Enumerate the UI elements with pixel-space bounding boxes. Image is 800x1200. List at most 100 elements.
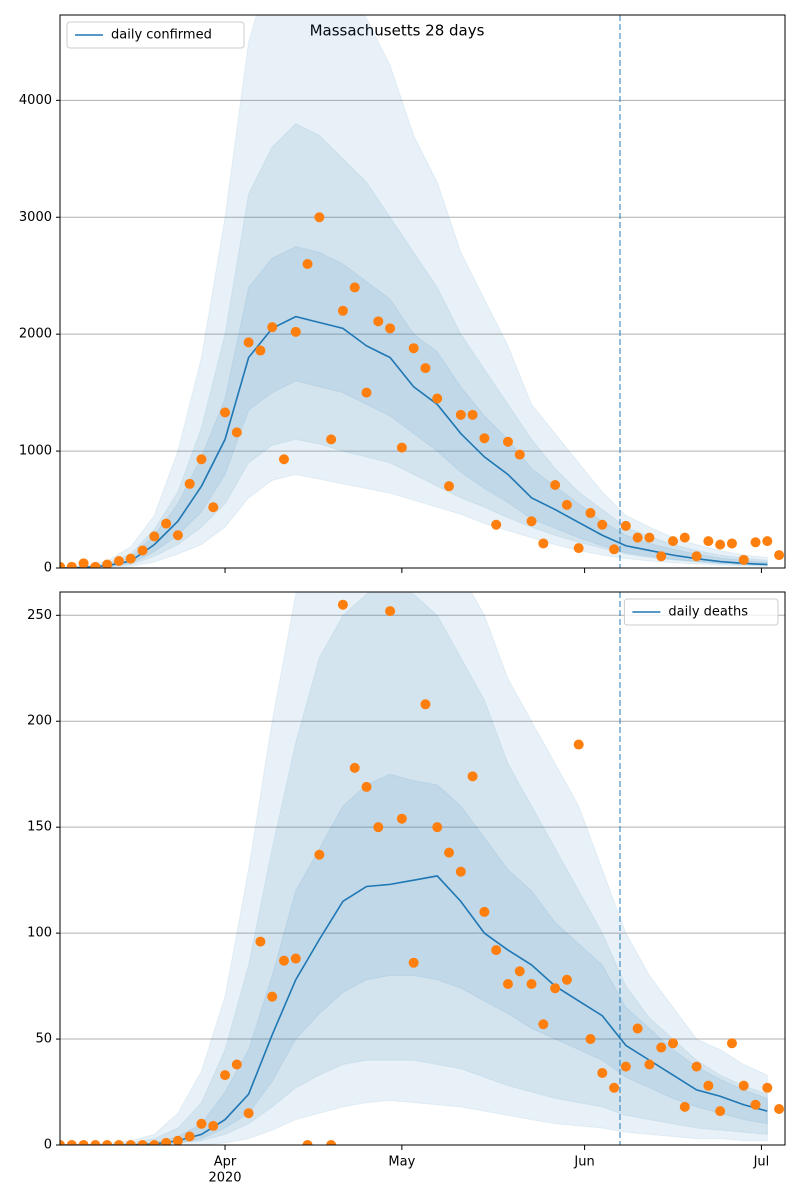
median-line [60, 315, 768, 568]
observed-point [208, 502, 219, 513]
observed-point [66, 1140, 77, 1145]
observed-point [231, 427, 242, 438]
observed-point [632, 1023, 643, 1034]
observed-point [550, 479, 561, 490]
credible-band [60, 592, 768, 1145]
plot-area [60, 592, 785, 1145]
observed-point [467, 771, 478, 782]
observed-point [609, 544, 620, 555]
observed-point [656, 1042, 667, 1053]
observed-point [408, 957, 419, 968]
chart-title: Massachusetts 28 days [310, 22, 485, 40]
observed-point [479, 906, 490, 917]
observed-point [715, 1106, 726, 1117]
observed-point [255, 345, 266, 356]
observed-point [514, 966, 525, 977]
x-tick-label: Jul [753, 1155, 770, 1170]
observed-point [208, 1120, 219, 1131]
observed-point [396, 442, 407, 453]
observed-point [455, 866, 466, 877]
y-tick-label: 200 [27, 714, 52, 729]
observed-point [137, 1140, 148, 1145]
observed-point [337, 305, 348, 316]
observed-point [620, 1061, 631, 1072]
y-tick-label: 0 [44, 1138, 52, 1153]
observed-point [361, 781, 372, 792]
observed-point [526, 978, 537, 989]
observed-point [691, 1061, 702, 1072]
observed-point [125, 1140, 136, 1145]
observed-point [220, 1070, 231, 1081]
y-tick-label: 100 [27, 926, 52, 941]
observed-point [255, 936, 266, 947]
observed-point [679, 1101, 690, 1112]
observed-point [609, 1082, 620, 1093]
observed-point [491, 519, 502, 530]
observed-point [66, 561, 77, 568]
observed-point [479, 433, 490, 444]
observed-point [60, 1140, 65, 1145]
observed-point [78, 558, 89, 568]
observed-point [668, 536, 679, 547]
observed-point [585, 508, 596, 519]
observed-point [632, 532, 643, 543]
observed-point [656, 551, 667, 562]
observed-point [538, 1019, 549, 1030]
observed-point [573, 739, 584, 750]
observed-point [385, 323, 396, 334]
x-tick-label: May [388, 1155, 415, 1170]
observed-point [774, 550, 785, 561]
observed-point [774, 1103, 785, 1114]
observed-point [432, 393, 443, 404]
observed-point [420, 699, 431, 710]
y-tick-label: 250 [27, 608, 52, 623]
observed-point [585, 1034, 596, 1045]
observed-point [113, 1140, 124, 1145]
observed-point [738, 554, 749, 565]
observed-point [620, 520, 631, 531]
observed-point [373, 822, 384, 833]
observed-point [444, 847, 455, 858]
observed-point [408, 343, 419, 354]
observed-point [278, 454, 289, 465]
observed-point [491, 945, 502, 956]
observed-point [337, 599, 348, 610]
observed-point [125, 553, 136, 564]
observed-point [149, 1140, 160, 1145]
observed-point [726, 1038, 737, 1049]
observed-point [561, 499, 572, 510]
x-year-label: 2020 [208, 1171, 241, 1186]
observed-point [644, 1059, 655, 1070]
legend-label: daily confirmed [111, 28, 212, 43]
observed-point [349, 282, 360, 293]
observed-point [102, 1140, 113, 1145]
observed-point [196, 454, 207, 465]
x-tick-label: Apr [214, 1155, 237, 1170]
observed-point [278, 955, 289, 966]
observed-point [231, 1059, 242, 1070]
observed-point [172, 530, 183, 541]
credible-band [60, 592, 768, 1145]
observed-point [762, 1082, 773, 1093]
observed-point [220, 407, 231, 418]
observed-point [326, 1140, 337, 1145]
y-tick-label: 1000 [19, 444, 52, 459]
observed-point [373, 316, 384, 327]
observed-point [184, 478, 195, 489]
observed-point [644, 532, 655, 543]
observed-point [302, 259, 313, 270]
observed-point [290, 953, 301, 964]
observed-point [90, 1140, 101, 1145]
observed-point [738, 1080, 749, 1091]
y-tick-label: 50 [35, 1032, 52, 1047]
observed-point [561, 974, 572, 985]
observed-point [762, 536, 773, 547]
observed-point [467, 409, 478, 420]
observed-point [514, 449, 525, 460]
observed-point [113, 555, 124, 566]
plot-area [60, 15, 785, 568]
observed-point [149, 531, 160, 542]
observed-point [444, 481, 455, 492]
axes-frame [59, 591, 786, 1146]
